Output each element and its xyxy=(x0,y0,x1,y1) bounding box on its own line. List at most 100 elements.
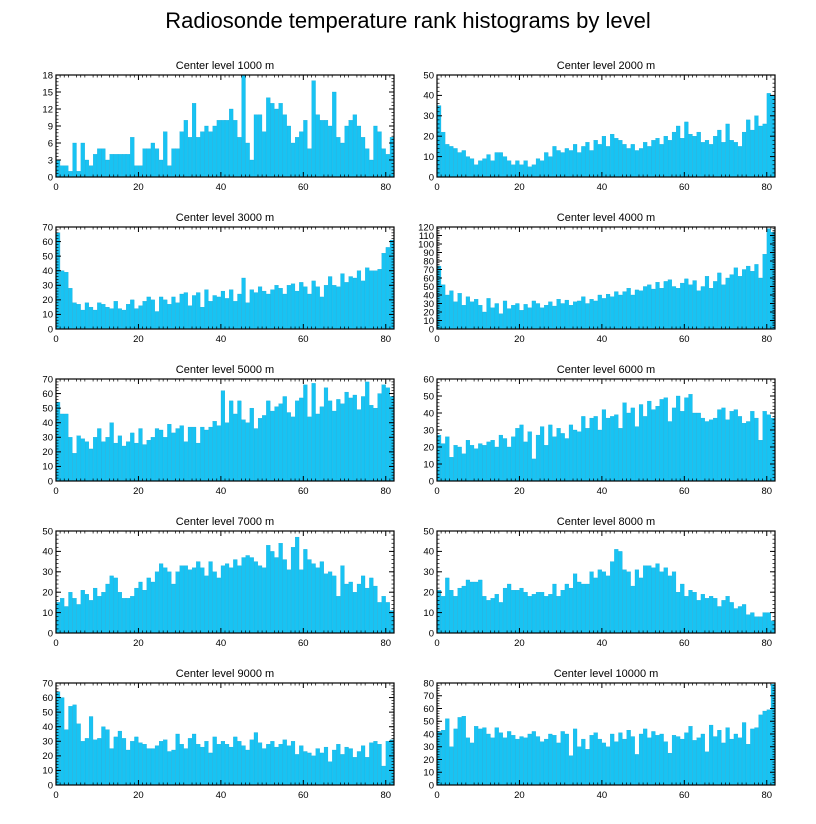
bar xyxy=(659,288,664,330)
bar xyxy=(200,746,205,786)
bar xyxy=(622,291,627,330)
bar xyxy=(704,598,710,634)
bar xyxy=(377,131,382,178)
bar xyxy=(196,292,201,330)
y-tick-label: 20 xyxy=(42,295,53,306)
bar xyxy=(319,406,324,482)
bar xyxy=(721,742,726,786)
bar xyxy=(146,748,151,786)
bar xyxy=(622,569,627,634)
bar xyxy=(696,412,701,482)
bar xyxy=(121,309,127,330)
bar xyxy=(515,160,520,178)
bar xyxy=(270,410,275,482)
bar xyxy=(332,285,337,330)
bar xyxy=(266,744,271,786)
bar xyxy=(159,296,164,330)
panel-title: Center level 2000 m xyxy=(557,60,655,72)
bar xyxy=(581,583,586,634)
bar xyxy=(502,156,508,178)
bar xyxy=(445,436,450,482)
bar xyxy=(692,136,697,178)
y-tick-label: 50 xyxy=(42,526,53,537)
bar xyxy=(742,604,747,634)
bar xyxy=(196,561,201,634)
bar xyxy=(262,415,267,482)
y-tick-label: 6 xyxy=(48,138,53,149)
bar xyxy=(348,276,353,330)
bar xyxy=(548,424,553,482)
bar xyxy=(344,746,349,786)
x-tick-label: 0 xyxy=(434,334,439,345)
bar xyxy=(461,305,466,330)
bar xyxy=(385,387,390,482)
bar xyxy=(441,131,446,178)
bar xyxy=(80,590,85,634)
bar xyxy=(737,146,743,178)
bar xyxy=(307,148,312,178)
bar xyxy=(647,284,652,330)
bar xyxy=(307,416,312,482)
bar xyxy=(134,165,139,178)
y-tick-label: 30 xyxy=(423,425,434,436)
bar xyxy=(490,737,495,786)
x-tick-label: 0 xyxy=(53,638,58,649)
y-tick-label: 60 xyxy=(42,693,53,704)
bar xyxy=(523,737,528,786)
bar xyxy=(770,620,776,634)
x-tick-label: 40 xyxy=(216,334,227,345)
bar xyxy=(614,549,619,634)
bar xyxy=(441,284,446,330)
bar xyxy=(290,741,296,786)
bar xyxy=(295,536,300,634)
bar xyxy=(212,125,217,178)
bar xyxy=(64,413,69,482)
bar xyxy=(482,445,487,482)
bar xyxy=(700,417,705,482)
bar xyxy=(369,270,374,330)
bar xyxy=(709,419,714,482)
panel-title: Center level 4000 m xyxy=(557,212,655,224)
y-tick-label: 40 xyxy=(42,722,53,733)
bar xyxy=(643,416,648,482)
bar xyxy=(167,424,172,482)
bar xyxy=(299,569,304,634)
bar xyxy=(630,585,635,634)
bar xyxy=(171,432,176,482)
bar xyxy=(101,304,106,330)
bar xyxy=(356,270,362,330)
bar xyxy=(754,417,759,482)
bar xyxy=(299,131,304,178)
bar xyxy=(564,438,569,482)
bar xyxy=(688,134,693,178)
bar xyxy=(688,284,693,330)
bar xyxy=(729,140,734,178)
bar xyxy=(597,294,602,330)
bar xyxy=(72,453,77,482)
bar xyxy=(179,425,184,482)
bar xyxy=(105,159,110,178)
x-tick-label: 20 xyxy=(133,638,144,649)
bar xyxy=(270,103,275,178)
bar xyxy=(593,300,598,330)
bar xyxy=(97,302,102,330)
bar xyxy=(709,288,714,330)
x-tick-label: 40 xyxy=(597,638,608,649)
bar xyxy=(742,722,747,786)
bar xyxy=(680,583,685,634)
bar xyxy=(369,577,374,634)
bar xyxy=(68,171,73,178)
bar xyxy=(369,405,374,482)
bar xyxy=(535,592,541,634)
bar xyxy=(282,114,287,178)
bar xyxy=(568,587,574,634)
bar xyxy=(282,293,287,330)
bar xyxy=(746,119,751,178)
bar xyxy=(373,585,378,634)
bar xyxy=(535,736,541,786)
bar xyxy=(187,569,193,634)
bar xyxy=(449,146,454,178)
bar xyxy=(229,108,234,178)
bar xyxy=(634,150,639,178)
bar xyxy=(638,404,644,482)
